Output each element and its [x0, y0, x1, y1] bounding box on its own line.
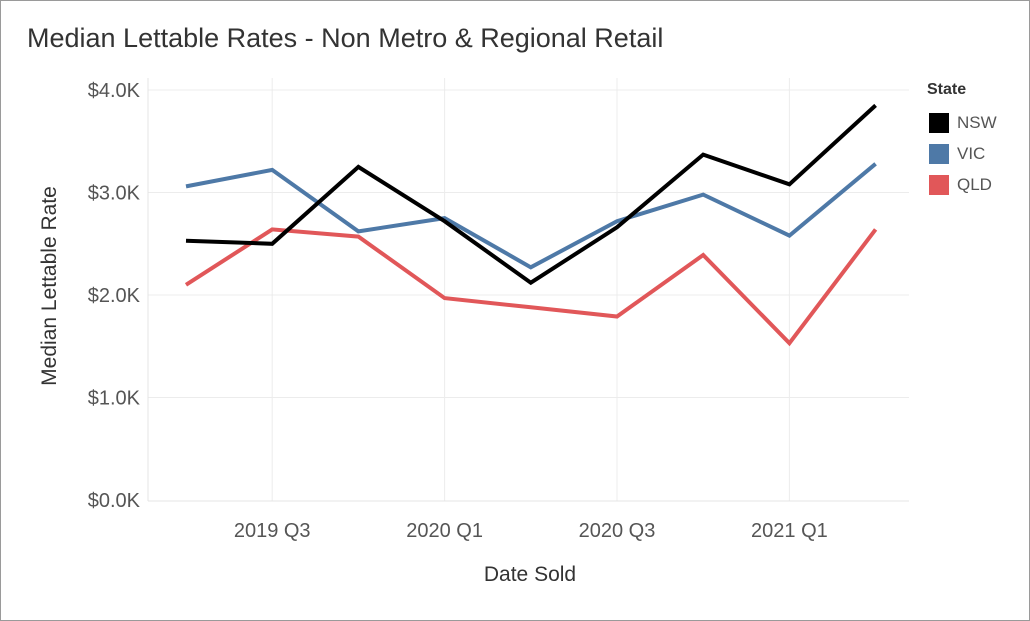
legend-swatch	[929, 174, 949, 195]
x-tick-label: 2019 Q3	[234, 520, 311, 542]
legend: State NSW VIC QLD	[927, 81, 1023, 200]
gridlines	[148, 78, 909, 501]
y-tick-label: $1.0K	[88, 388, 141, 410]
y-tick-label: $0.0K	[88, 490, 141, 512]
legend-title: State	[927, 81, 967, 98]
x-tick-label: 2020 Q3	[579, 520, 656, 542]
series-line-qld	[184, 227, 878, 347]
chart-title: Median Lettable Rates - Non Metro & Regi…	[27, 23, 664, 53]
axes	[147, 78, 909, 502]
x-tick-label: 2021 Q1	[751, 520, 828, 542]
legend-item-vic[interactable]: VIC	[927, 138, 1023, 169]
series-line-vic	[185, 162, 877, 270]
legend-items: NSW VIC QLD	[927, 107, 1023, 200]
legend-swatch	[929, 112, 949, 133]
legend-item-qld[interactable]: QLD	[927, 169, 1023, 200]
y-tick-label: $4.0K	[88, 80, 141, 102]
y-tick-label: $2.0K	[88, 285, 141, 307]
legend-label: QLD	[957, 174, 992, 194]
y-tick-label: $3.0K	[88, 183, 141, 205]
tick-labels: $0.0K $1.0K $2.0K $3.0K $4.0K 2019 Q3 2020 Q1 2…	[88, 80, 828, 542]
x-tick-label: 2020 Q1	[406, 520, 483, 542]
x-axis-title: Date Sold	[484, 563, 576, 586]
y-axis-title: Median Lettable Rate	[38, 186, 61, 386]
series-lines	[184, 103, 878, 347]
legend-item-nsw[interactable]: NSW	[927, 107, 1023, 138]
legend-swatch	[929, 143, 949, 164]
series-line-nsw	[185, 103, 877, 286]
legend-label: NSW	[957, 112, 997, 132]
legend-label: VIC	[957, 143, 986, 163]
